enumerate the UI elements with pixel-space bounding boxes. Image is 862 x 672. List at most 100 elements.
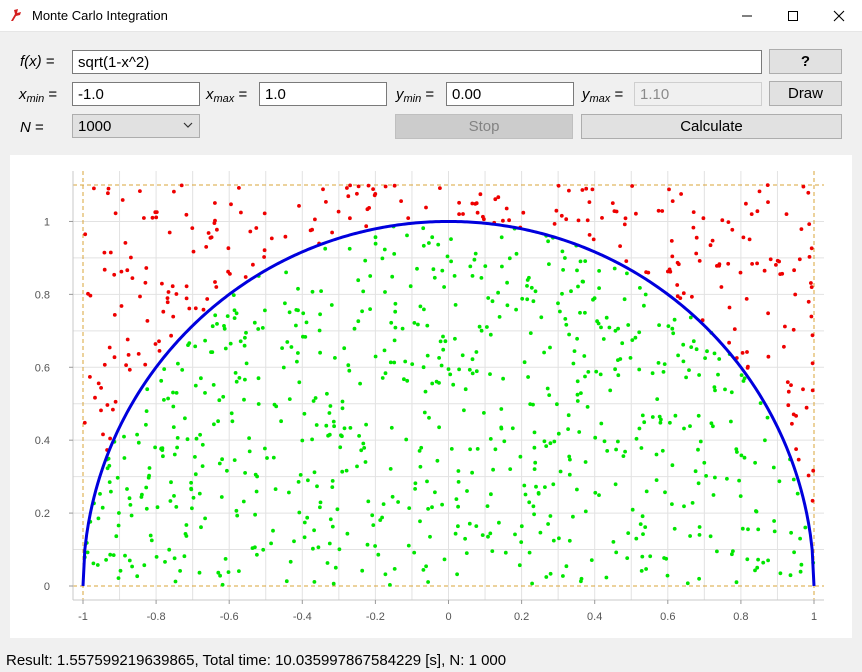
point-inside <box>427 415 431 420</box>
point-inside <box>763 438 767 443</box>
n-select[interactable]: 1000 <box>72 114 200 138</box>
point-inside <box>380 256 385 261</box>
point-inside <box>255 552 259 557</box>
xmax-label: xmax = <box>206 86 248 105</box>
point-inside <box>795 491 800 496</box>
point-inside <box>406 543 411 548</box>
point-inside <box>302 535 307 540</box>
point-outside <box>809 281 813 285</box>
point-inside <box>642 303 646 308</box>
point-inside <box>348 426 353 430</box>
xmax-input[interactable]: 1.0 <box>259 82 387 106</box>
point-inside <box>296 480 301 484</box>
point-inside <box>723 387 727 392</box>
point-outside <box>618 244 622 248</box>
minimize-button[interactable] <box>724 0 770 31</box>
point-inside <box>256 402 261 406</box>
point-inside <box>356 319 361 324</box>
point-inside <box>546 522 550 526</box>
point-inside <box>347 246 352 251</box>
plot-area[interactable]: -1 -0.8 -0.6 -0.4 -0.2 0 0.2 0.4 0.6 0.8 1 0 0.2 0.4 0… <box>10 155 852 638</box>
point-inside <box>531 504 536 509</box>
xmin-input[interactable]: -1.0 <box>72 82 200 106</box>
point-inside <box>488 372 492 376</box>
function-input[interactable]: sqrt(1-x^2) <box>72 50 762 74</box>
point-inside <box>279 419 283 424</box>
point-inside <box>643 292 648 297</box>
point-outside <box>243 275 248 279</box>
point-inside <box>250 546 255 550</box>
point-inside <box>557 536 561 541</box>
point-outside <box>806 473 811 478</box>
draw-button[interactable]: Draw <box>769 81 842 106</box>
close-button[interactable] <box>816 0 862 31</box>
point-inside <box>425 353 430 358</box>
point-inside <box>427 241 431 245</box>
y-tick-label: 1 <box>44 216 50 228</box>
point-inside <box>313 396 318 400</box>
point-inside <box>626 531 631 535</box>
point-inside <box>237 376 242 380</box>
point-inside <box>389 320 394 325</box>
point-inside <box>162 398 166 402</box>
ymax-input: 1.10 <box>634 82 762 106</box>
point-inside <box>772 519 776 523</box>
point-inside <box>712 385 717 389</box>
point-inside <box>666 324 671 328</box>
point-inside <box>581 279 585 284</box>
point-inside <box>616 373 621 378</box>
point-outside <box>345 186 349 190</box>
point-inside <box>373 544 377 548</box>
point-outside <box>591 237 596 242</box>
point-inside <box>225 314 230 318</box>
point-inside <box>211 383 216 387</box>
point-inside <box>497 315 502 319</box>
ymin-input[interactable]: 0.00 <box>446 82 574 106</box>
point-inside <box>145 387 150 392</box>
point-inside <box>412 550 417 555</box>
point-inside <box>215 322 219 326</box>
point-inside <box>216 570 221 575</box>
point-inside <box>363 258 368 263</box>
point-outside <box>214 285 219 289</box>
point-outside <box>184 284 189 289</box>
point-inside <box>633 335 638 340</box>
point-outside <box>308 228 313 233</box>
point-inside <box>421 568 426 572</box>
point-inside <box>117 511 121 515</box>
point-inside <box>325 561 330 565</box>
point-inside <box>163 560 167 564</box>
point-outside <box>102 267 107 272</box>
point-outside <box>129 255 133 260</box>
point-inside <box>613 328 618 333</box>
help-button[interactable]: ? <box>769 49 842 74</box>
y-tick-label: 0 <box>44 581 50 593</box>
point-outside <box>372 193 377 198</box>
point-outside <box>179 183 184 188</box>
point-inside <box>449 259 453 264</box>
point-inside <box>159 378 164 383</box>
maximize-button[interactable] <box>770 0 816 31</box>
point-inside <box>696 481 701 486</box>
point-outside <box>297 204 301 208</box>
calculate-button[interactable]: Calculate <box>581 114 842 139</box>
point-outside <box>457 200 461 205</box>
point-inside <box>456 524 460 529</box>
point-inside <box>599 421 604 426</box>
point-inside <box>410 362 415 366</box>
point-inside <box>528 402 533 406</box>
point-inside <box>142 563 147 568</box>
point-outside <box>552 222 557 226</box>
point-inside <box>604 575 609 580</box>
point-inside <box>193 383 198 388</box>
point-outside <box>564 217 569 222</box>
point-outside <box>120 198 125 202</box>
point-outside <box>493 197 498 202</box>
point-inside <box>456 480 461 484</box>
point-outside <box>145 319 150 323</box>
point-inside <box>234 311 239 316</box>
point-inside <box>199 376 203 381</box>
point-outside <box>810 498 815 503</box>
point-outside <box>262 255 266 259</box>
point-inside <box>389 425 394 430</box>
